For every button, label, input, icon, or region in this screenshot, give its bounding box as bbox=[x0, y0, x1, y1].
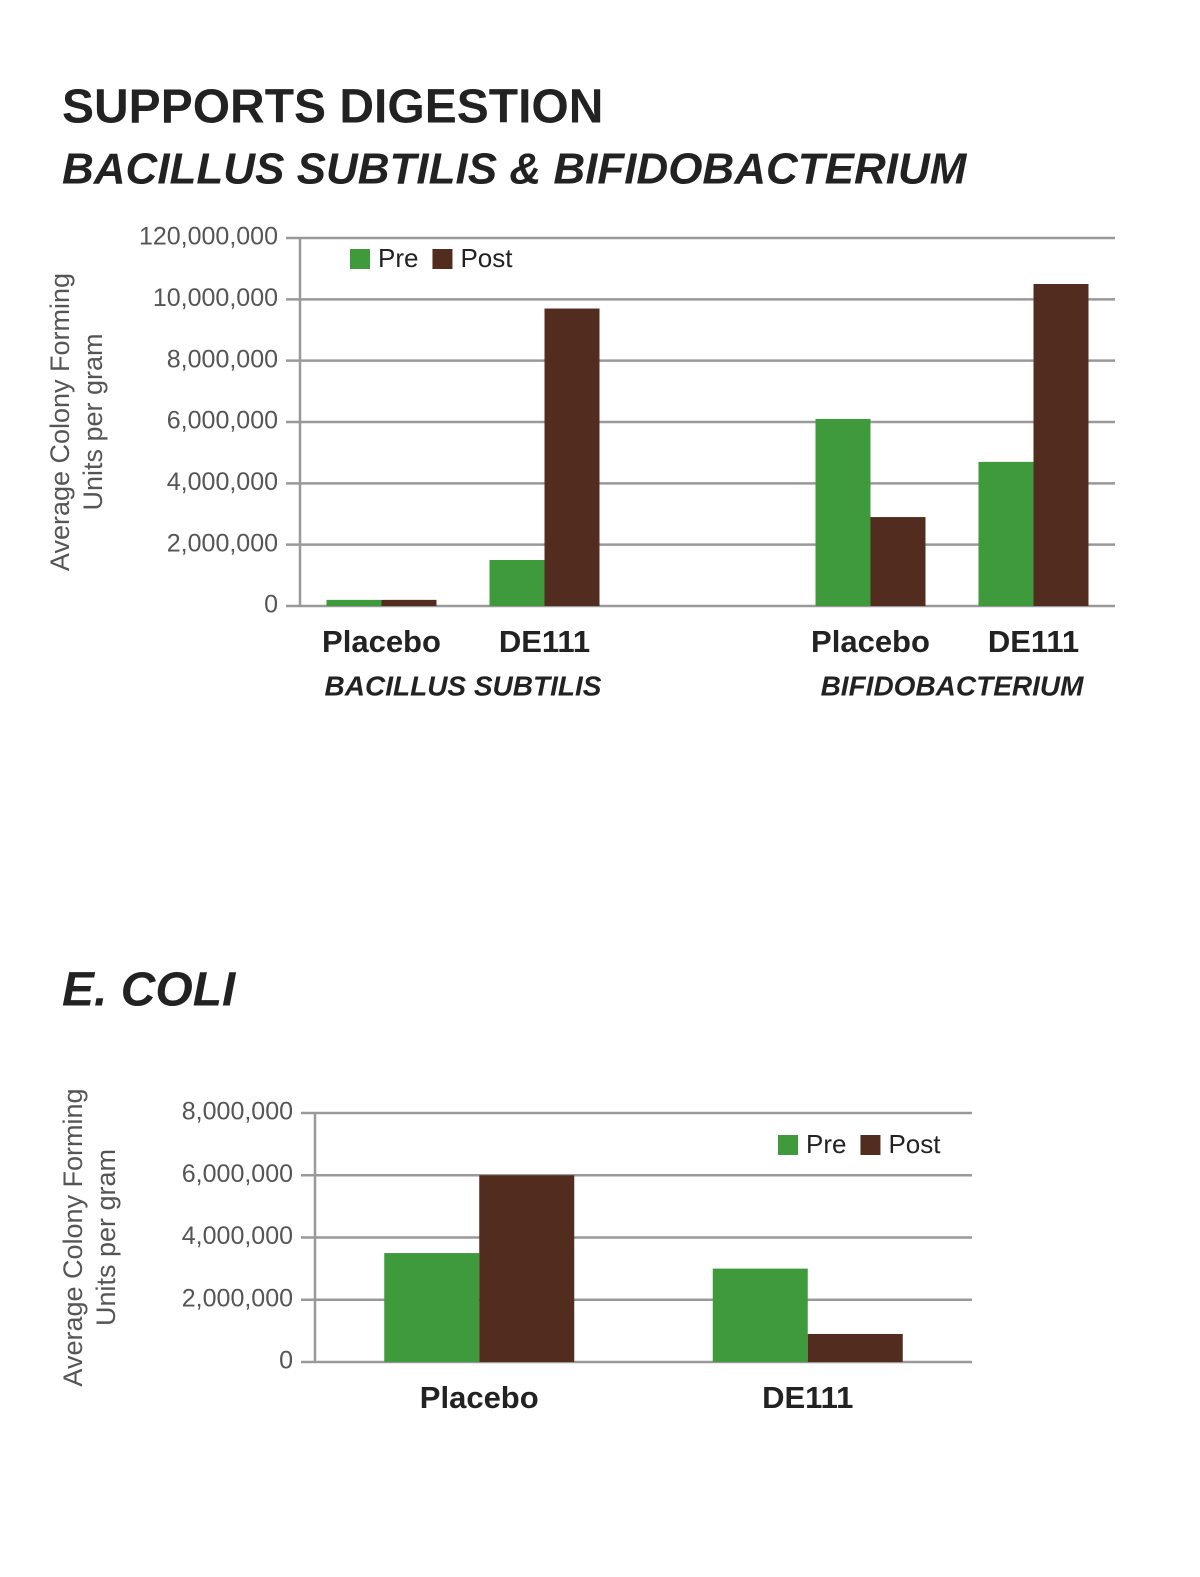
bar bbox=[712, 1268, 808, 1362]
bar bbox=[479, 1175, 575, 1362]
group-label: BIFIDOBACTERIUM bbox=[821, 670, 1085, 701]
x-tick-label: DE111 bbox=[988, 624, 1079, 659]
y-tick-label: 10,000,000 bbox=[153, 284, 278, 312]
bar bbox=[544, 308, 600, 606]
legend-label: Pre bbox=[378, 243, 418, 273]
y-tick-label: 4,000,000 bbox=[182, 1222, 293, 1250]
x-tick-label: DE111 bbox=[499, 624, 590, 659]
y-axis-label: Units per gram bbox=[91, 1149, 121, 1326]
y-axis-label: Average Colony Forming bbox=[45, 273, 75, 571]
y-axis-label: Average Colony Forming bbox=[58, 1088, 88, 1386]
x-tick-label: DE111 bbox=[762, 1380, 853, 1415]
y-tick-label: 4,000,000 bbox=[167, 468, 278, 496]
group-label: BACILLUS SUBTILIS bbox=[325, 670, 602, 701]
bar bbox=[815, 418, 871, 606]
y-tick-label: 6,000,000 bbox=[182, 1160, 293, 1188]
y-tick-label: 6,000,000 bbox=[167, 407, 278, 435]
legend-swatch bbox=[778, 1135, 798, 1155]
y-tick-label: 0 bbox=[279, 1347, 293, 1375]
x-tick-label: Placebo bbox=[420, 1380, 539, 1415]
legend-label: Pre bbox=[806, 1129, 846, 1159]
x-tick-label: Placebo bbox=[811, 624, 930, 659]
x-tick-label: Placebo bbox=[322, 624, 441, 659]
legend-label: Post bbox=[888, 1129, 941, 1159]
bar bbox=[489, 560, 545, 606]
y-tick-label: 8,000,000 bbox=[182, 1098, 293, 1126]
chart-title: SUPPORTS DIGESTION bbox=[62, 81, 603, 134]
bar bbox=[326, 599, 382, 606]
bar bbox=[1033, 284, 1089, 606]
y-tick-label: 0 bbox=[264, 591, 278, 619]
y-tick-label: 120,000,000 bbox=[139, 223, 278, 251]
legend-swatch bbox=[432, 249, 453, 269]
legend-swatch bbox=[860, 1135, 881, 1155]
legend-label: Post bbox=[460, 243, 513, 273]
y-tick-label: 2,000,000 bbox=[167, 529, 278, 557]
bar bbox=[807, 1333, 903, 1362]
bar bbox=[381, 599, 437, 606]
chart-subtitle: BACILLUS SUBTILIS & BIFIDOBACTERIUM bbox=[62, 145, 968, 194]
y-tick-label: 2,000,000 bbox=[182, 1284, 293, 1312]
legend-swatch bbox=[350, 249, 370, 269]
y-tick-label: 8,000,000 bbox=[167, 345, 278, 373]
y-axis-label: Units per gram bbox=[78, 333, 108, 510]
bar bbox=[870, 517, 926, 606]
bar bbox=[978, 461, 1034, 606]
bar bbox=[384, 1253, 480, 1362]
chart-title: E. COLI bbox=[62, 964, 237, 1017]
